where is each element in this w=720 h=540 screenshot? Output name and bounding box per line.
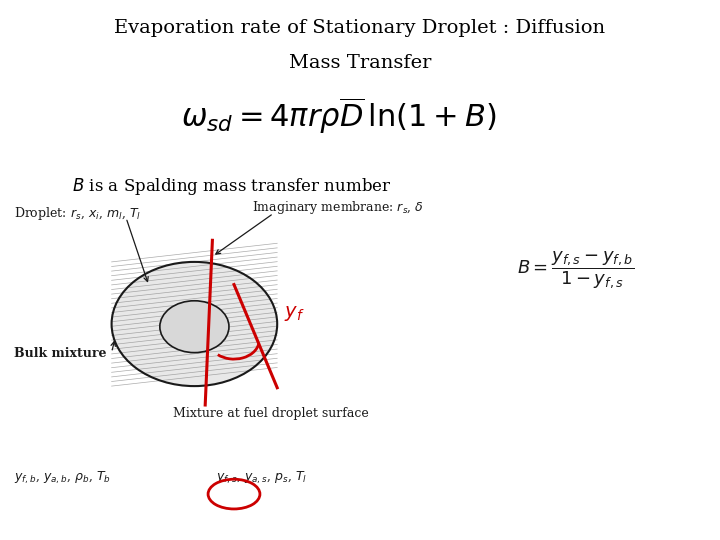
Text: Mixture at fuel droplet surface: Mixture at fuel droplet surface [173, 407, 369, 420]
Circle shape [112, 262, 277, 386]
Text: Mass Transfer: Mass Transfer [289, 54, 431, 72]
Text: $y_f$: $y_f$ [284, 303, 305, 323]
Text: $y_{f,s}$, $y_{a,s}$, $p_s$, $T_l$: $y_{f,s}$, $y_{a,s}$, $p_s$, $T_l$ [216, 470, 307, 486]
Text: Imaginary membrane: $r_s$, $\delta$: Imaginary membrane: $r_s$, $\delta$ [252, 199, 424, 217]
Text: Droplet: $r_s$, $x_i$, $m_l$, $T_l$: Droplet: $r_s$, $x_i$, $m_l$, $T_l$ [14, 205, 142, 222]
Text: $\it{B}$ is a Spalding mass transfer number: $\it{B}$ is a Spalding mass transfer num… [72, 176, 392, 197]
Text: Evaporation rate of Stationary Droplet : Diffusion: Evaporation rate of Stationary Droplet :… [114, 19, 606, 37]
Text: $B = \dfrac{y_{f,s} - y_{f,b}}{1 - y_{f,s}}$: $B = \dfrac{y_{f,s} - y_{f,b}}{1 - y_{f,… [518, 249, 634, 291]
Text: $y_{f,b}$, $y_{a,b}$, $\rho_b$, $T_b$: $y_{f,b}$, $y_{a,b}$, $\rho_b$, $T_b$ [14, 470, 111, 486]
Text: $\omega_{sd} = 4\pi r \rho \overline{D}\,\ln\!\left(1 + B\right)$: $\omega_{sd} = 4\pi r \rho \overline{D}\… [181, 96, 496, 137]
Circle shape [160, 301, 229, 353]
Text: Bulk mixture: Bulk mixture [14, 347, 107, 360]
